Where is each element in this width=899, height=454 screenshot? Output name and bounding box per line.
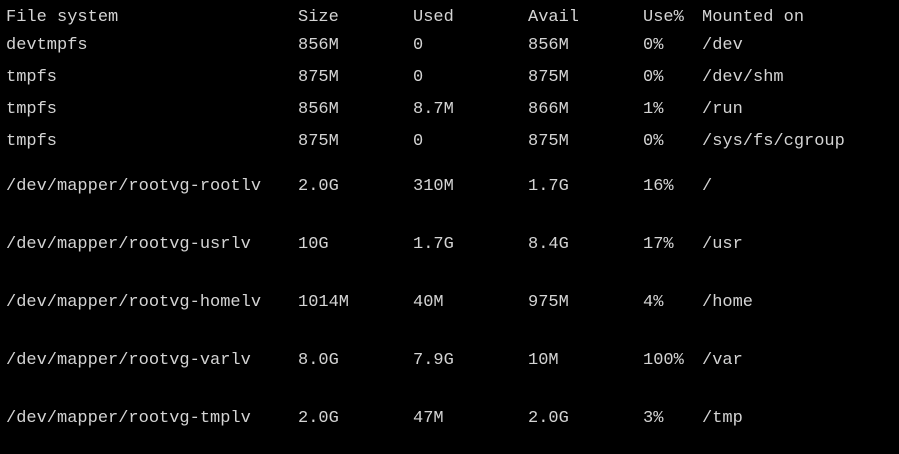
cell-used: 310M	[413, 177, 454, 196]
cell-use-pct: 17%	[643, 235, 674, 254]
cell-filesystem: tmpfs	[6, 132, 58, 151]
cell-use-pct: 4%	[643, 293, 664, 312]
cell-used: 40M	[413, 293, 444, 312]
cell-mounted-on: /run	[702, 100, 743, 119]
cell-mounted-on: /usr	[702, 235, 743, 254]
cell-size: 8.0G	[298, 351, 339, 370]
table-row: /dev/mapper/rootvg-varlv 8.0G 7.9G 10M 1…	[6, 332, 892, 390]
cell-use-pct: 0%	[643, 68, 664, 87]
cell-mounted-on: /var	[702, 351, 743, 370]
cell-avail: 10M	[528, 351, 559, 370]
cell-size: 875M	[298, 132, 339, 151]
cell-used: 7.9G	[413, 351, 454, 370]
table-row: /dev/mapper/rootvg-usrlv 10G 1.7G 8.4G 1…	[6, 216, 892, 274]
cell-avail: 975M	[528, 293, 569, 312]
disk-usage-table: File system Size Used Avail Use% Mounted…	[6, 6, 892, 448]
cell-filesystem: tmpfs	[6, 68, 58, 87]
table-row: tmpfs 875M 0 875M 0% /dev/shm	[6, 62, 892, 94]
table-row: /dev/mapper/rootvg-rootlv 2.0G 310M 1.7G…	[6, 158, 892, 216]
header-size: Size	[298, 8, 339, 27]
cell-avail: 875M	[528, 68, 569, 87]
header-mounted-on: Mounted on	[702, 8, 805, 27]
header-avail: Avail	[528, 8, 580, 27]
cell-use-pct: 100%	[643, 351, 684, 370]
header-use-pct: Use%	[643, 8, 684, 27]
table-header-row: File system Size Used Avail Use% Mounted…	[6, 6, 892, 30]
table-row: /dev/mapper/rootvg-tmplv 2.0G 47M 2.0G 3…	[6, 390, 892, 448]
cell-mounted-on: /home	[702, 293, 754, 312]
cell-used: 47M	[413, 409, 444, 428]
cell-used: 0	[413, 36, 424, 55]
cell-mounted-on: /dev/shm	[702, 68, 784, 87]
cell-used: 8.7M	[413, 100, 454, 119]
filesystem-name: /dev/mapper/rootvg-tmplv	[6, 409, 251, 428]
cell-size: 2.0G	[298, 409, 339, 428]
table-row: tmpfs 856M 8.7M 866M 1% /run	[6, 94, 892, 126]
cell-size: 1014M	[298, 293, 350, 312]
cell-mounted-on: /dev	[702, 36, 743, 55]
cell-size: 856M	[298, 36, 339, 55]
cell-use-pct: 16%	[643, 177, 674, 196]
cell-use-pct: 3%	[643, 409, 664, 428]
cell-use-pct: 0%	[643, 132, 664, 151]
cell-use-pct: 1%	[643, 100, 664, 119]
cell-size: 856M	[298, 100, 339, 119]
filesystem-name: /dev/mapper/rootvg-usrlv	[6, 235, 251, 254]
cell-size: 10G	[298, 235, 329, 254]
table-row: devtmpfs 856M 0 856M 0% /dev	[6, 30, 892, 62]
cell-avail: 2.0G	[528, 409, 569, 428]
cell-used: 1.7G	[413, 235, 454, 254]
cell-used: 0	[413, 132, 424, 151]
filesystem-name: /dev/mapper/rootvg-homelv	[6, 293, 262, 312]
cell-mounted-on: /	[702, 177, 713, 196]
cell-size: 875M	[298, 68, 339, 87]
cell-mounted-on: /sys/fs/cgroup	[702, 132, 845, 151]
cell-avail: 1.7G	[528, 177, 569, 196]
cell-avail: 866M	[528, 100, 569, 119]
header-filesystem: File system	[6, 8, 119, 27]
cell-filesystem: devtmpfs	[6, 36, 88, 55]
cell-used: 0	[413, 68, 424, 87]
cell-avail: 856M	[528, 36, 569, 55]
cell-filesystem: /dev/mapper/rootvg-homelv	[6, 274, 298, 332]
cell-mounted-on: /tmp	[702, 409, 743, 428]
cell-filesystem: tmpfs	[6, 100, 58, 119]
cell-avail: 875M	[528, 132, 569, 151]
cell-filesystem: /dev/mapper/rootvg-rootlv	[6, 158, 298, 216]
header-used: Used	[413, 8, 454, 27]
cell-filesystem: /dev/mapper/rootvg-varlv	[6, 332, 298, 390]
cell-use-pct: 0%	[643, 36, 664, 55]
table-row: /dev/mapper/rootvg-homelv 1014M 40M 975M…	[6, 274, 892, 332]
cell-size: 2.0G	[298, 177, 339, 196]
filesystem-name: /dev/mapper/rootvg-rootlv	[6, 177, 262, 196]
filesystem-name: /dev/mapper/rootvg-varlv	[6, 351, 251, 370]
cell-avail: 8.4G	[528, 235, 569, 254]
table-row: tmpfs 875M 0 875M 0% /sys/fs/cgroup	[6, 126, 892, 158]
cell-filesystem: /dev/mapper/rootvg-tmplv	[6, 390, 298, 448]
cell-filesystem: /dev/mapper/rootvg-usrlv	[6, 216, 298, 274]
